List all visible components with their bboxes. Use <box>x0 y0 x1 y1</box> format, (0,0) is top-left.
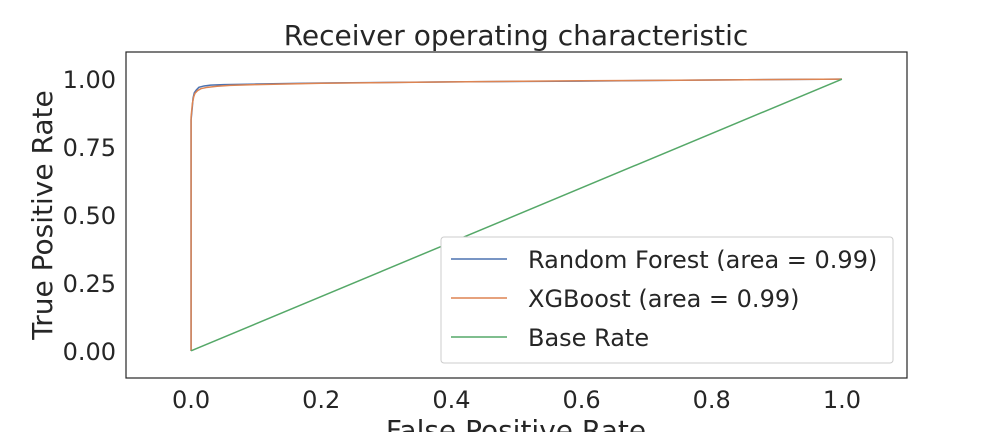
series-line-1 <box>190 78 842 351</box>
x-tick-label: 0.6 <box>562 386 600 414</box>
y-tick-labels: 0.00 0.25 0.50 0.75 1.00 <box>63 66 116 366</box>
legend-items: Random Forest (area = 0.99) XGBoost (area… <box>451 246 877 352</box>
legend-label-2: Base Rate <box>528 324 649 352</box>
chart-title: Receiver operating characteristic <box>284 19 749 52</box>
plot-frame <box>125 51 908 379</box>
x-tick-label: 0.0 <box>172 386 210 414</box>
y-tick-label: 0.50 <box>63 202 116 230</box>
series-layer <box>190 78 843 352</box>
x-tick-label: 1.0 <box>823 386 861 414</box>
legend: Random Forest (area = 0.99) XGBoost (area… <box>440 236 894 364</box>
x-axis-label: False Positive Rate <box>386 414 646 432</box>
series-line-2 <box>190 78 843 352</box>
x-tick-labels: 0.0 0.2 0.4 0.6 0.8 1.0 <box>172 386 861 414</box>
x-tick-label: 0.4 <box>432 386 470 414</box>
legend-label-0: Random Forest (area = 0.99) <box>528 246 877 274</box>
y-tick-label: 0.75 <box>63 134 116 162</box>
y-tick-label: 0.25 <box>63 270 116 298</box>
y-tick-label: 0.00 <box>63 338 116 366</box>
x-tick-label: 0.8 <box>693 386 731 414</box>
y-axis-label: True Positive Rate <box>26 90 59 340</box>
legend-box <box>440 236 894 364</box>
y-tick-label: 1.00 <box>63 66 116 94</box>
legend-label-1: XGBoost (area = 0.99) <box>528 285 799 313</box>
x-tick-label: 0.2 <box>302 386 340 414</box>
